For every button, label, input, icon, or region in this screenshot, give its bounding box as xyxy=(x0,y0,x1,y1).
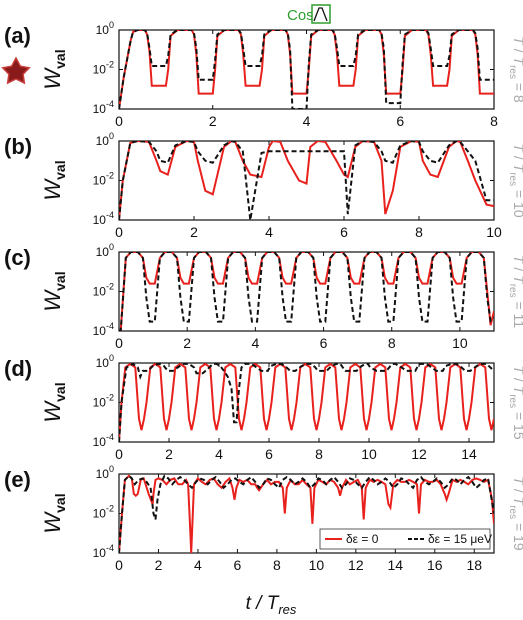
x-tick-label: 16 xyxy=(427,557,443,573)
y-tick-label: 100 xyxy=(96,131,114,148)
right-label: T / Tres = 19 xyxy=(507,476,523,550)
y-tick-label: 100 xyxy=(96,20,114,37)
x-tick-label: 10 xyxy=(452,335,468,351)
x-axis-label: t / Tres xyxy=(246,593,297,617)
x-tick-label: 6 xyxy=(320,335,328,351)
x-tick-label: 2 xyxy=(190,224,198,240)
legend-entry: δε = 0 xyxy=(346,532,379,546)
x-tick-label: 6 xyxy=(396,113,404,129)
y-tick-label: 100 xyxy=(96,353,114,370)
x-tick-label: 8 xyxy=(388,335,396,351)
series-line-delta15 xyxy=(119,30,494,109)
x-tick-label: 18 xyxy=(466,557,482,573)
y-tick-label: 10-2 xyxy=(93,504,114,521)
header-area: Cos. xyxy=(1,4,331,85)
x-tick-label: 2 xyxy=(209,113,217,129)
x-tick-label: 8 xyxy=(273,557,281,573)
right-label: T / Tres = 8 xyxy=(507,36,523,103)
x-tick-label: 14 xyxy=(461,446,477,462)
series-line-delta15 xyxy=(119,252,494,331)
x-tick-label: 6 xyxy=(340,224,348,240)
x-tick-label: 10 xyxy=(486,224,502,240)
x-tick-label: 0 xyxy=(115,335,123,351)
x-tick-label: 4 xyxy=(194,557,202,573)
axes-frame xyxy=(118,251,495,332)
cosine-pulse-icon xyxy=(311,4,331,24)
x-tick-label: 6 xyxy=(234,557,242,573)
panel-letter: (e) xyxy=(4,467,31,492)
y-tick-label: 10-2 xyxy=(93,171,114,188)
x-tick-label: 2 xyxy=(183,335,191,351)
y-tick-label: 10-4 xyxy=(93,99,114,116)
x-tick-label: 10 xyxy=(309,557,325,573)
y-tick-label: 100 xyxy=(96,464,114,481)
y-tick-label: 10-2 xyxy=(93,393,114,410)
y-axis-label: Wval xyxy=(40,160,68,200)
y-axis-label: Wval xyxy=(40,382,68,422)
x-tick-label: 2 xyxy=(165,446,173,462)
series-line-delta15 xyxy=(119,474,494,553)
y-axis-label: Wval xyxy=(40,49,68,89)
y-tick-label: 10-2 xyxy=(93,60,114,77)
x-tick-label: 4 xyxy=(215,446,223,462)
x-tick-label: 8 xyxy=(315,446,323,462)
star-icon xyxy=(1,56,31,85)
x-tick-label: 8 xyxy=(490,113,498,129)
right-label: T / Tres = 11 xyxy=(507,255,523,328)
right-label: T / Tres = 10 xyxy=(507,143,523,217)
x-tick-label: 4 xyxy=(303,113,311,129)
panel-c: (c) Wval T / Tres = 11 100 10-2 10-40 2 4 6 8 10 xyxy=(4,242,523,351)
y-axis-label: Wval xyxy=(40,493,68,533)
series-line-delta15 xyxy=(119,141,494,220)
x-tick-label: 10 xyxy=(361,446,377,462)
legend-entry: δε = 15 μeV xyxy=(428,532,492,546)
y-tick-label: 100 xyxy=(96,242,114,259)
panel-letter: (a) xyxy=(4,23,31,48)
y-tick-label: 10-4 xyxy=(93,321,114,338)
y-tick-label: 10-4 xyxy=(93,210,114,227)
series-line-delta0 xyxy=(119,363,494,442)
panel-e: (e) Wval T / Tres = 19 100 10-2 10-40 2 4 6 8 10 12… xyxy=(4,464,523,573)
y-axis-label: Wval xyxy=(40,271,68,311)
panel-a: (a) Wval T / Tres = 8 100 10-2 10-40 2 4 6 8 xyxy=(4,20,523,129)
x-tick-label: 0 xyxy=(115,113,123,129)
panel-letter: (b) xyxy=(4,134,32,159)
legend: δε = 0 δε = 15 μeV xyxy=(319,528,492,550)
series-line-delta15 xyxy=(119,363,494,442)
x-tick-label: 12 xyxy=(348,557,364,573)
y-tick-label: 10-4 xyxy=(93,432,114,449)
x-tick-label: 12 xyxy=(411,446,427,462)
y-tick-label: 10-4 xyxy=(93,543,114,560)
panel-letter: (c) xyxy=(4,245,31,270)
panel-d: (d) Wval T / Tres = 15 100 10-2 10-40 2 4 6 8 10 12… xyxy=(4,353,523,462)
cos-label: Cos. xyxy=(287,7,318,24)
panel-b: (b) Wval T / Tres = 10 100 10-2 10-40 2 4 6 8 10 xyxy=(4,131,523,240)
panel-letter: (d) xyxy=(4,356,32,381)
x-tick-label: 2 xyxy=(155,557,163,573)
x-tick-label: 8 xyxy=(415,224,423,240)
x-tick-label: 4 xyxy=(251,335,259,351)
x-tick-label: 0 xyxy=(115,446,123,462)
series-line-delta0 xyxy=(119,474,494,553)
right-label: T / Tres = 15 xyxy=(507,365,523,439)
x-tick-label: 4 xyxy=(265,224,273,240)
series-line-delta0 xyxy=(119,252,494,331)
x-tick-label: 6 xyxy=(265,446,273,462)
y-tick-label: 10-2 xyxy=(93,282,114,299)
x-tick-label: 0 xyxy=(115,224,123,240)
legend-box xyxy=(319,528,491,550)
x-tick-label: 14 xyxy=(388,557,404,573)
series-line-delta0 xyxy=(119,141,494,220)
x-tick-label: 0 xyxy=(115,557,123,573)
